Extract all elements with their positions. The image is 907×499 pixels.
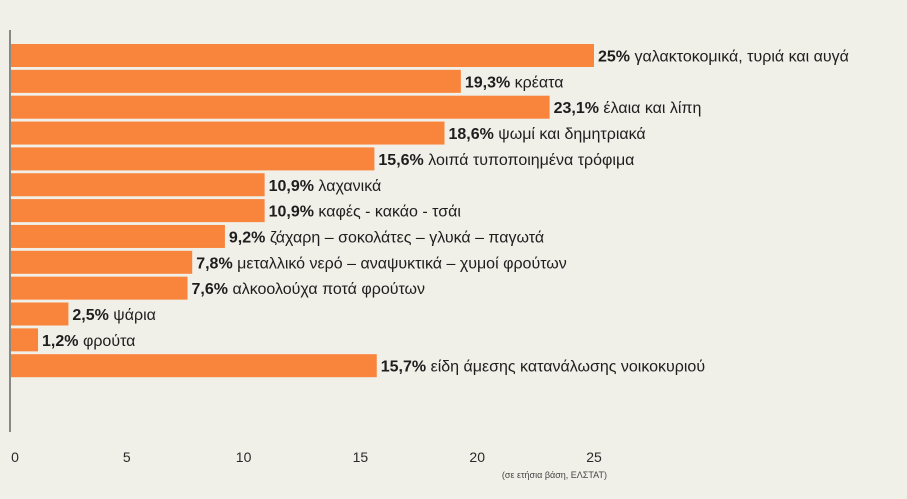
bar-label: 15,7% είδη άμεσης κατανάλωσης νοικοκυριο… [381, 359, 705, 376]
bar-label: 7,8% μεταλλικό νερό – αναψυκτικά – χυμοί… [196, 255, 567, 272]
bar-value-label: 7,8% [196, 255, 232, 272]
bar-value-label: 7,6% [192, 281, 228, 298]
x-tick-label: 25 [586, 449, 602, 465]
bar-value-label: 23,1% [554, 100, 599, 117]
x-tick-label: 20 [469, 449, 485, 465]
bar-value-label: 9,2% [229, 229, 265, 246]
bar-label: 18,6% ψωμί και δημητριακά [448, 126, 645, 143]
bar-label: 10,9% καφές - κακάο - τσάι [269, 204, 462, 221]
bar-category-label: ζάχαρη – σοκολάτες – γλυκά – παγωτά [265, 229, 544, 246]
bar [11, 69, 461, 93]
bar [11, 354, 377, 378]
bar-value-label: 10,9% [269, 178, 314, 195]
bar [11, 250, 193, 274]
bar-label: 9,2% ζάχαρη – σοκολάτες – γλυκά – παγωτά [229, 229, 544, 246]
bar [11, 276, 188, 300]
bar-category-label: ψάρια [109, 307, 156, 324]
bar-category-label: καφές - κακάο - τσάι [314, 204, 461, 221]
bar [11, 224, 225, 248]
bar-category-label: είδη άμεσης κατανάλωσης νοικοκυριού [426, 359, 705, 376]
bar-label: 23,1% έλαια και λίπη [554, 100, 702, 117]
bar [11, 44, 594, 67]
bar [11, 95, 550, 119]
bar-value-label: 18,6% [448, 126, 493, 143]
bar [11, 121, 445, 145]
bar-label: 10,9% λαχανικά [269, 178, 382, 195]
bar-label: 7,6% αλκοολούχα ποτά φρούτων [192, 281, 426, 298]
bar [11, 199, 265, 223]
bar-category-label: λαχανικά [314, 178, 381, 195]
bar-label: 25% γαλακτοκομικά, τυριά και αυγά [598, 49, 849, 66]
bar-label: 1,2% φρούτα [42, 333, 135, 350]
bar [11, 173, 265, 197]
bar-label: 19,3% κρέατα [465, 74, 564, 91]
bars-group: 25% γαλακτοκομικά, τυριά και αυγά 19,3% κ… [11, 44, 849, 378]
bar-value-label: 1,2% [42, 333, 78, 350]
bar-value-label: 25% [598, 49, 630, 66]
bar-value-label: 15,6% [378, 152, 423, 169]
bar-value-label: 10,9% [269, 204, 314, 221]
source-note: (σε ετήσια βάση, ΕΛΣΤΑΤ) [502, 470, 607, 480]
x-tick-label: 15 [353, 449, 369, 465]
bar-value-label: 19,3% [465, 74, 510, 91]
x-axis-ticks: 0 5 10 15 20 25 [11, 449, 602, 465]
bar-category-label: λοιπά τυποποιημένα τρόφιμα [424, 152, 635, 169]
bar [11, 328, 39, 352]
bar-category-label: έλαια και λίπη [599, 100, 701, 117]
bar-label: 2,5% ψάρια [72, 307, 155, 324]
bar [11, 302, 69, 326]
bar-category-label: γαλακτοκομικά, τυριά και αυγά [630, 49, 849, 66]
x-tick-label: 5 [123, 449, 131, 465]
bar-category-label: ψωμί και δημητριακά [494, 126, 646, 143]
bar-value-label: 15,7% [381, 359, 426, 376]
bar-category-label: μεταλλικό νερό – αναψυκτικά – χυμοί φρού… [233, 255, 567, 272]
x-tick-label: 10 [236, 449, 252, 465]
bar-category-label: κρέατα [510, 74, 563, 91]
bar [11, 147, 375, 171]
bar-category-label: φρούτα [79, 333, 136, 350]
bar-value-label: 2,5% [72, 307, 108, 324]
bar-label: 15,6% λοιπά τυποποιημένα τρόφιμα [378, 152, 634, 169]
bar-category-label: αλκοολούχα ποτά φρούτων [228, 281, 425, 298]
x-tick-label: 0 [11, 449, 19, 465]
